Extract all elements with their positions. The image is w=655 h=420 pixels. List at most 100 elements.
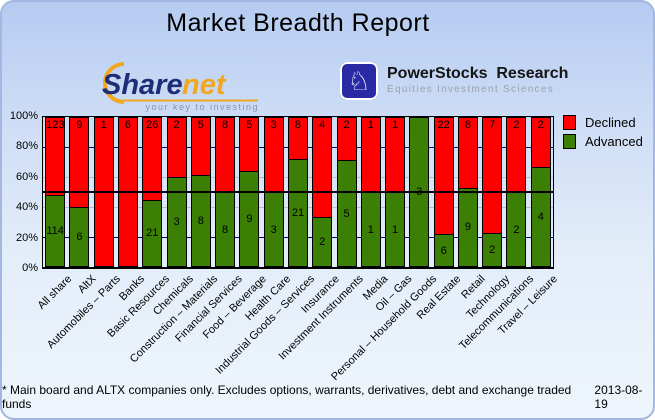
- declined-count-label: 1: [367, 119, 374, 131]
- advanced-count-label: 1: [392, 223, 399, 236]
- legend: Declined Advanced: [563, 115, 643, 153]
- advanced-segment: 5: [337, 160, 356, 266]
- bar-column: 123 114: [43, 117, 67, 267]
- declined-segment: 8: [288, 118, 307, 159]
- x-axis-label: Real Estate: [414, 273, 464, 322]
- sharenet-logo-graphic: Share net your key to investing: [102, 62, 258, 112]
- advanced-segment: 6: [434, 234, 453, 266]
- advanced-count-label: 2: [513, 223, 520, 236]
- declined-count-label: 9: [76, 119, 83, 131]
- x-axis-label: Food – Beverage: [200, 273, 269, 342]
- advanced-count-label: 9: [246, 212, 253, 225]
- declined-segment: 123: [46, 118, 65, 195]
- declined-segment: 8: [458, 118, 477, 188]
- x-axis-label: Personal – Household Goods: [328, 273, 439, 384]
- declined-segment: 1: [361, 118, 380, 192]
- powerstocks-logo: ♘ PowerStocks Research Equities Investme…: [340, 62, 568, 100]
- x-axis-label: All share: [35, 273, 75, 312]
- powerstocks-text: PowerStocks Research Equities Investment…: [387, 62, 568, 95]
- x-axis-label: Telecommunications: [457, 273, 537, 352]
- advanced-count-label: 9: [464, 221, 471, 234]
- advanced-count-label: 114: [46, 224, 64, 237]
- legend-swatch-icon: [563, 134, 576, 149]
- declined-count-label: 8: [464, 119, 471, 131]
- x-axis-label: Media: [360, 273, 391, 303]
- x-axis-label: Industrial Goods – Services: [213, 273, 318, 377]
- declined-count-label: 2: [173, 119, 180, 131]
- x-axis-label: Chemicals: [151, 273, 197, 318]
- plot-area: 1231149616262123588859338214225111132268…: [42, 116, 554, 269]
- legend-swatch-icon: [563, 115, 576, 130]
- y-tick-label: 100%: [9, 110, 38, 122]
- declined-segment: 2: [167, 118, 186, 178]
- x-axis-label: Retail: [459, 273, 488, 302]
- sharenet-logo: Share net your key to investing: [86, 58, 268, 117]
- declined-count-label: 123: [46, 119, 65, 131]
- advanced-segment: 4: [531, 167, 550, 266]
- declined-count-label: 5: [197, 119, 204, 131]
- advanced-segment: 21: [288, 158, 307, 266]
- sharenet-wordmark-net: net: [182, 69, 227, 101]
- declined-segment: 2: [507, 118, 526, 192]
- stacked-bar: 123 114: [45, 117, 66, 267]
- sharenet-wordmark-share: Share: [102, 69, 183, 101]
- declined-count-label: 5: [246, 119, 253, 131]
- advanced-count-label: 2: [489, 244, 496, 257]
- y-tick-label: 0%: [22, 262, 38, 274]
- x-axis-label: Health Care: [243, 273, 294, 323]
- y-tick-label: 80%: [15, 140, 38, 153]
- declined-count-label: 7: [489, 119, 496, 131]
- x-axis-label: Technology: [463, 273, 512, 321]
- declined-segment: 4: [313, 118, 332, 217]
- declined-count-label: 2: [343, 119, 350, 131]
- y-tick-label: 60%: [15, 170, 38, 183]
- advanced-segment: 1: [386, 192, 405, 266]
- advanced-segment: 8: [191, 174, 210, 266]
- advanced-count-label: 4: [537, 211, 544, 224]
- declined-segment: 26: [143, 118, 162, 200]
- chess-knight-icon: ♘: [340, 62, 378, 100]
- declined-count-label: 8: [294, 119, 302, 131]
- declined-segment: 2: [337, 118, 356, 161]
- advanced-count-label: 6: [440, 244, 447, 257]
- advanced-segment: 114: [46, 194, 65, 266]
- x-axis-label: Investment Instruments: [276, 273, 367, 363]
- declined-count-label: 22: [437, 119, 450, 131]
- legend-item: Declined: [563, 115, 643, 130]
- advanced-count-label: 8: [222, 223, 229, 236]
- declined-count-label: 2: [513, 119, 520, 131]
- declined-count-label: 6: [124, 119, 132, 131]
- x-axis-label: Insurance: [299, 273, 342, 316]
- x-axis-label: Travel – Leisure: [496, 273, 561, 337]
- advanced-count-label: 5: [343, 207, 350, 220]
- x-axis-label: Basic Resources: [104, 273, 172, 340]
- declined-segment: 9: [70, 118, 89, 207]
- x-axis-label: Automobiles – Parts: [45, 273, 124, 352]
- advanced-count-label: 3: [270, 223, 277, 236]
- declined-segment: 7: [483, 118, 502, 234]
- y-tick-label: 40%: [15, 201, 38, 214]
- x-axis-label: AltX: [76, 273, 99, 296]
- declined-count-label: 26: [146, 119, 159, 131]
- advanced-count-label: 3: [173, 216, 180, 229]
- page-title: Market Breadth Report: [166, 9, 430, 37]
- advanced-count-label: 21: [291, 206, 305, 219]
- fifty-percent-midline: [42, 191, 554, 193]
- advanced-segment: 3: [167, 177, 186, 266]
- x-axis: All share AltX Automobiles – Parts Banks Bas…: [36, 271, 560, 401]
- x-axis-label: Banks: [117, 273, 148, 304]
- declined-count-label: 1: [100, 119, 107, 131]
- declined-count-label: 4: [319, 119, 326, 131]
- legend-item: Advanced: [563, 134, 643, 149]
- legend-label: Declined: [585, 115, 636, 130]
- x-axis-label: Construction – Materials: [127, 273, 221, 366]
- x-axis-label: Financial Services: [173, 273, 245, 345]
- declined-segment: 2: [531, 118, 550, 168]
- declined-segment: 1: [386, 118, 405, 192]
- advanced-count-label: 6: [76, 230, 83, 243]
- declined-count-label: 2: [537, 119, 544, 131]
